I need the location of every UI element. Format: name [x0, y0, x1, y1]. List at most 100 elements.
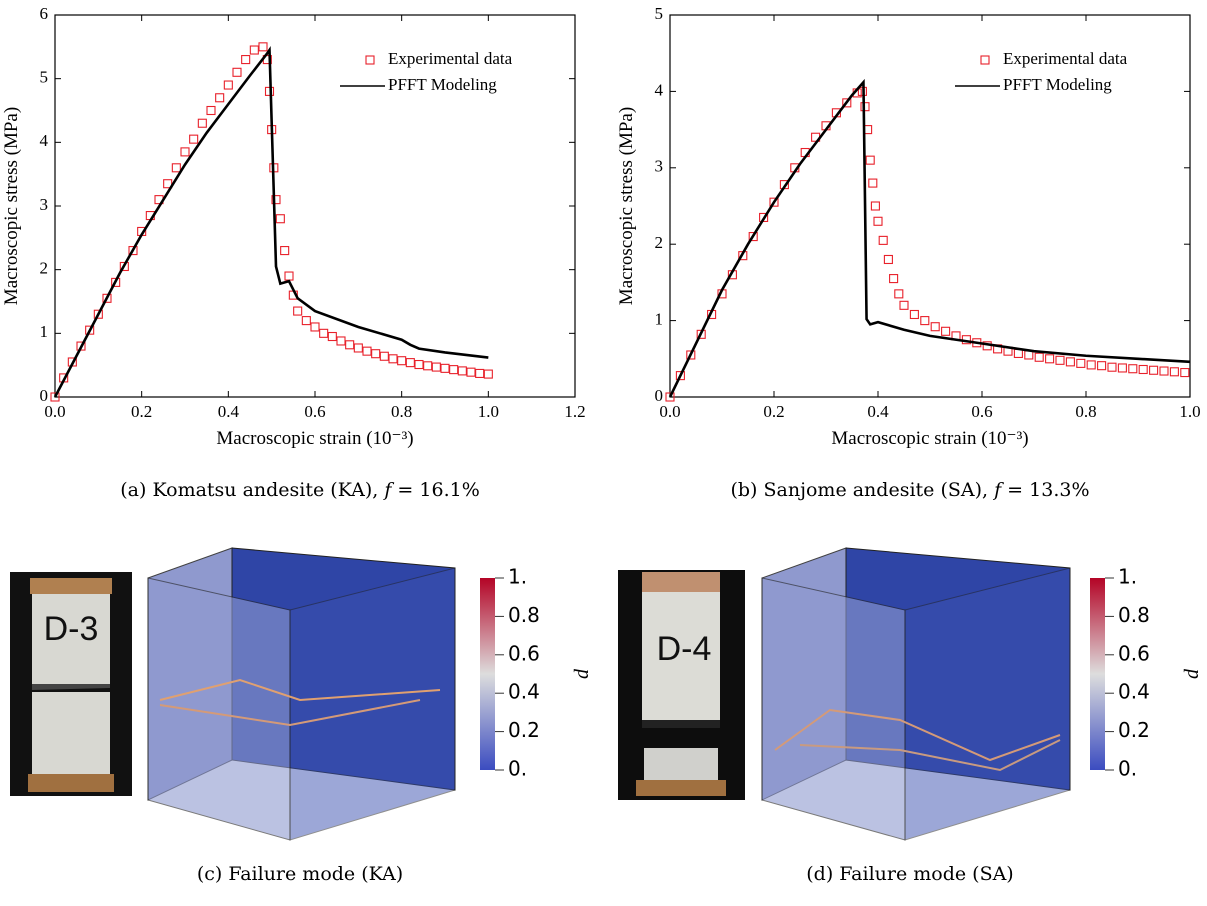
colorbar-label: d	[1181, 668, 1203, 679]
caption-part: f	[382, 479, 394, 501]
caption: (b) Sanjome andesite (SA), f = 13.3%	[730, 479, 1089, 501]
data-marker	[414, 359, 424, 370]
specimen-upper	[642, 592, 720, 720]
photo-label: D-4	[657, 630, 712, 668]
data-marker	[894, 289, 904, 299]
data-marker	[1086, 360, 1096, 370]
y-tick-label: 3	[40, 195, 49, 214]
data-marker	[50, 392, 60, 402]
data-marker	[280, 246, 290, 256]
data-marker	[920, 316, 930, 326]
data-marker	[232, 67, 242, 77]
caption-part: (d) Failure mode (SA)	[806, 863, 1013, 885]
colorbar-tick-label: 0.6	[508, 641, 540, 665]
data-marker	[271, 195, 281, 205]
data-marker	[327, 331, 337, 342]
data-marker	[1107, 362, 1117, 372]
data-marker	[665, 392, 675, 402]
specimen-photo: D-3	[10, 572, 132, 796]
data-marker	[941, 326, 951, 336]
y-tick-label: 1	[655, 310, 664, 329]
data-marker	[759, 212, 769, 223]
data-marker	[336, 336, 346, 346]
data-marker	[1065, 357, 1075, 367]
x-tick-label: 1.2	[564, 402, 585, 421]
data-marker	[1024, 350, 1034, 360]
y-tick-label: 2	[40, 259, 49, 278]
colorbar-tick-label: 0.	[508, 757, 527, 781]
y-axis-label: Macroscopic stress (MPa)	[1, 107, 22, 305]
data-marker	[1097, 361, 1107, 371]
model-line	[53, 45, 489, 398]
y-tick-label: 1	[40, 322, 49, 341]
photo-label: D-3	[44, 610, 99, 648]
data-marker	[206, 105, 216, 116]
crack	[32, 684, 110, 690]
data-marker	[423, 361, 433, 371]
colorbar	[480, 578, 495, 770]
data-marker	[883, 254, 893, 265]
y-axis-label: Macroscopic stress (MPa)	[616, 107, 637, 305]
brass-base	[28, 774, 114, 792]
colorbar-tick-label: 0.2	[508, 718, 540, 742]
data-marker	[85, 325, 95, 335]
legend-label: PFFT Modeling	[1003, 75, 1112, 94]
plot-frame	[54, 14, 576, 398]
data-marker	[1055, 355, 1065, 365]
brass-cap	[30, 578, 112, 594]
y-tick-label: 5	[655, 4, 664, 23]
x-tick-label: 0.8	[1075, 402, 1096, 421]
y-tick-label: 0	[655, 386, 664, 405]
data-marker	[748, 232, 758, 242]
data-marker	[258, 42, 268, 52]
colorbar-tick-label: 1.	[1118, 565, 1137, 589]
data-marker	[483, 369, 493, 379]
y-tick-label: 3	[655, 157, 664, 176]
model-line	[668, 78, 1191, 398]
y-tick-label: 4	[655, 80, 664, 99]
data-marker	[909, 309, 919, 320]
data-marker	[189, 134, 199, 144]
x-tick-label: 0.2	[131, 402, 152, 421]
data-marker	[215, 93, 225, 103]
data-marker	[675, 371, 685, 381]
data-marker	[388, 354, 398, 364]
data-marker	[686, 350, 696, 360]
colorbar-tick-label: 0.	[1118, 757, 1137, 781]
damage-cube	[147, 547, 456, 841]
data-marker	[889, 274, 899, 284]
x-axis-label: Macroscopic strain (10⁻³)	[831, 428, 1028, 449]
data-marker	[457, 366, 467, 376]
data-marker	[128, 246, 138, 256]
data-marker	[475, 368, 485, 378]
data-marker	[1013, 348, 1023, 359]
legend-label: Experimental data	[1003, 49, 1128, 68]
data-marker	[466, 367, 476, 377]
x-tick-label: 0.4	[218, 402, 240, 421]
x-axis-label: Macroscopic strain (10⁻³)	[216, 428, 413, 449]
colorbar-tick-label: 0.4	[508, 680, 540, 704]
crack-path	[159, 699, 421, 727]
x-tick-label: 0.0	[659, 402, 680, 421]
data-marker	[1034, 352, 1044, 362]
specimen-lower	[32, 692, 110, 774]
cube-right-face	[289, 567, 456, 841]
data-marker	[362, 346, 372, 356]
caption-part: = 13.3%	[1001, 479, 1089, 501]
brass-base	[636, 780, 726, 796]
data-marker	[102, 293, 112, 303]
data-marker	[440, 363, 450, 373]
data-marker	[293, 306, 303, 316]
data-marker	[449, 365, 459, 375]
colorbar-tick-label: 0.8	[1118, 603, 1150, 627]
data-marker	[275, 214, 285, 224]
data-marker	[769, 197, 779, 207]
data-marker	[868, 178, 878, 188]
brass-cap	[642, 572, 720, 592]
data-marker	[870, 201, 880, 211]
data-marker	[249, 45, 259, 55]
data-marker	[180, 147, 190, 157]
